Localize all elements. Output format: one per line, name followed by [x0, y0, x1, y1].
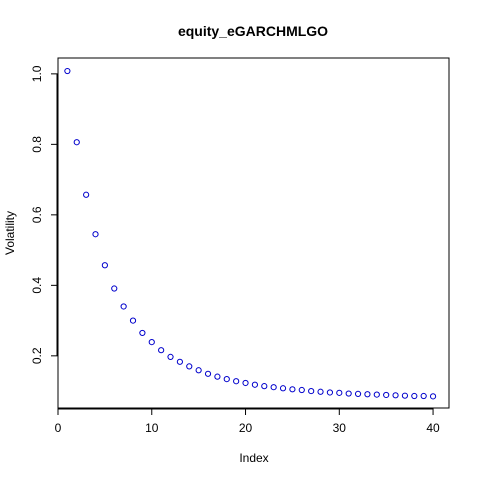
data-point [279, 385, 287, 392]
data-point [148, 338, 155, 346]
data-point [251, 381, 259, 388]
y-axis-label: Volatility [3, 211, 17, 255]
data-point [392, 392, 399, 399]
data-point [73, 139, 80, 146]
y-tick-label: 0.6 [30, 206, 44, 223]
data-point [401, 392, 409, 399]
x-axis: 0 10 20 30 40 [55, 408, 440, 435]
data-point [308, 387, 315, 395]
x-tick-label: 0 [55, 421, 62, 435]
data-point [364, 391, 371, 398]
y-axis: 0.2 0.4 0.6 0.8 1.0 [30, 65, 58, 364]
data-point [420, 392, 427, 400]
data-point [270, 384, 277, 391]
data-point [233, 378, 240, 385]
data-point [261, 383, 268, 390]
data-point [120, 303, 127, 310]
x-tick-label: 30 [333, 421, 347, 435]
data-point [383, 391, 390, 399]
data-point [204, 370, 212, 377]
data-points [64, 67, 437, 400]
data-point [158, 347, 165, 354]
y-tick-label: 0.4 [30, 277, 44, 294]
data-point [354, 390, 362, 398]
data-point [83, 191, 90, 198]
data-point [373, 391, 380, 398]
data-point [186, 363, 193, 370]
data-point [326, 389, 334, 396]
data-point [214, 373, 221, 380]
x-tick-label: 40 [426, 421, 440, 435]
data-point [336, 389, 343, 396]
data-point [223, 375, 230, 383]
x-axis-label: Index [239, 451, 268, 465]
data-point [167, 353, 174, 360]
data-point [129, 317, 137, 324]
data-point [242, 379, 249, 387]
data-point [64, 67, 71, 75]
data-point [298, 386, 305, 394]
data-point [111, 285, 118, 292]
y-tick-label: 1.0 [30, 65, 44, 82]
y-tick-label: 0.8 [30, 136, 44, 153]
data-point [345, 390, 352, 397]
data-point [92, 231, 99, 238]
data-point [429, 393, 437, 400]
x-tick-label: 10 [145, 421, 159, 435]
data-point [195, 367, 202, 374]
x-tick-label: 20 [239, 421, 253, 435]
data-point [317, 388, 324, 395]
data-point [176, 358, 183, 365]
plot-frame [57, 57, 450, 409]
data-point [139, 329, 146, 337]
chart-title: equity_eGARCHMLGO [178, 23, 328, 39]
data-point [101, 262, 108, 269]
y-tick-label: 0.2 [30, 347, 44, 364]
data-point [411, 392, 418, 400]
data-point [289, 386, 296, 393]
